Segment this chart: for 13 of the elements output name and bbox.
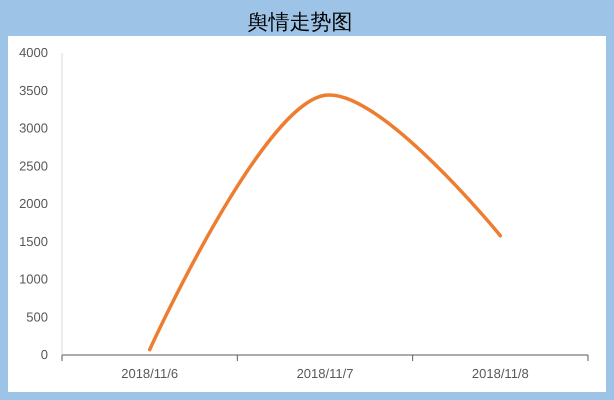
y-tick-label: 500 [26,309,48,324]
y-tick-label: 4000 [19,45,48,60]
x-tick-label: 2018/11/8 [472,366,529,382]
x-tick-label: 2018/11/6 [121,366,178,382]
y-tick-label: 1500 [19,234,48,249]
y-tick-label: 3500 [19,82,48,98]
x-tick-label: 2018/11/7 [296,366,354,382]
y-tick-label: 1000 [19,272,48,287]
y-tick-label: 3000 [19,120,48,136]
y-tick-label: 2000 [19,196,48,212]
y-tick-label: 2500 [19,158,48,174]
y-tick-label: 0 [40,347,48,362]
chart-title: 舆情走势图 [248,10,352,34]
